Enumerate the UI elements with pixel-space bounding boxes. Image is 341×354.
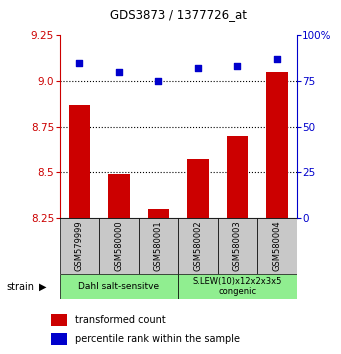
Bar	[266, 72, 288, 218]
FancyBboxPatch shape	[60, 218, 99, 274]
Text: strain: strain	[7, 282, 35, 292]
Text: percentile rank within the sample: percentile rank within the sample	[75, 335, 240, 344]
Text: GSM580001: GSM580001	[154, 221, 163, 272]
Point	[235, 64, 240, 69]
Bar	[148, 209, 169, 218]
Point	[116, 69, 122, 75]
Text: S.LEW(10)x12x2x3x5
congenic: S.LEW(10)x12x2x3x5 congenic	[193, 277, 282, 296]
Point	[274, 56, 280, 62]
Bar	[69, 105, 90, 218]
Text: GSM579999: GSM579999	[75, 221, 84, 272]
Text: GSM580003: GSM580003	[233, 221, 242, 272]
Bar	[108, 174, 130, 218]
FancyBboxPatch shape	[257, 218, 297, 274]
Point	[77, 60, 82, 65]
Text: GSM580000: GSM580000	[115, 221, 123, 272]
Bar	[51, 333, 67, 346]
Bar	[226, 136, 248, 218]
FancyBboxPatch shape	[178, 218, 218, 274]
FancyBboxPatch shape	[178, 274, 297, 299]
Bar	[187, 159, 209, 218]
Bar	[51, 314, 67, 326]
FancyBboxPatch shape	[60, 274, 178, 299]
Text: GSM580004: GSM580004	[272, 221, 281, 272]
Text: GSM580002: GSM580002	[193, 221, 203, 272]
Text: Dahl salt-sensitve: Dahl salt-sensitve	[78, 282, 160, 291]
FancyBboxPatch shape	[99, 218, 139, 274]
FancyBboxPatch shape	[218, 218, 257, 274]
Text: transformed count: transformed count	[75, 315, 166, 325]
FancyBboxPatch shape	[139, 218, 178, 274]
Text: GDS3873 / 1377726_at: GDS3873 / 1377726_at	[110, 8, 247, 21]
Text: ▶: ▶	[39, 282, 47, 292]
Point	[195, 65, 201, 71]
Point	[156, 78, 161, 84]
